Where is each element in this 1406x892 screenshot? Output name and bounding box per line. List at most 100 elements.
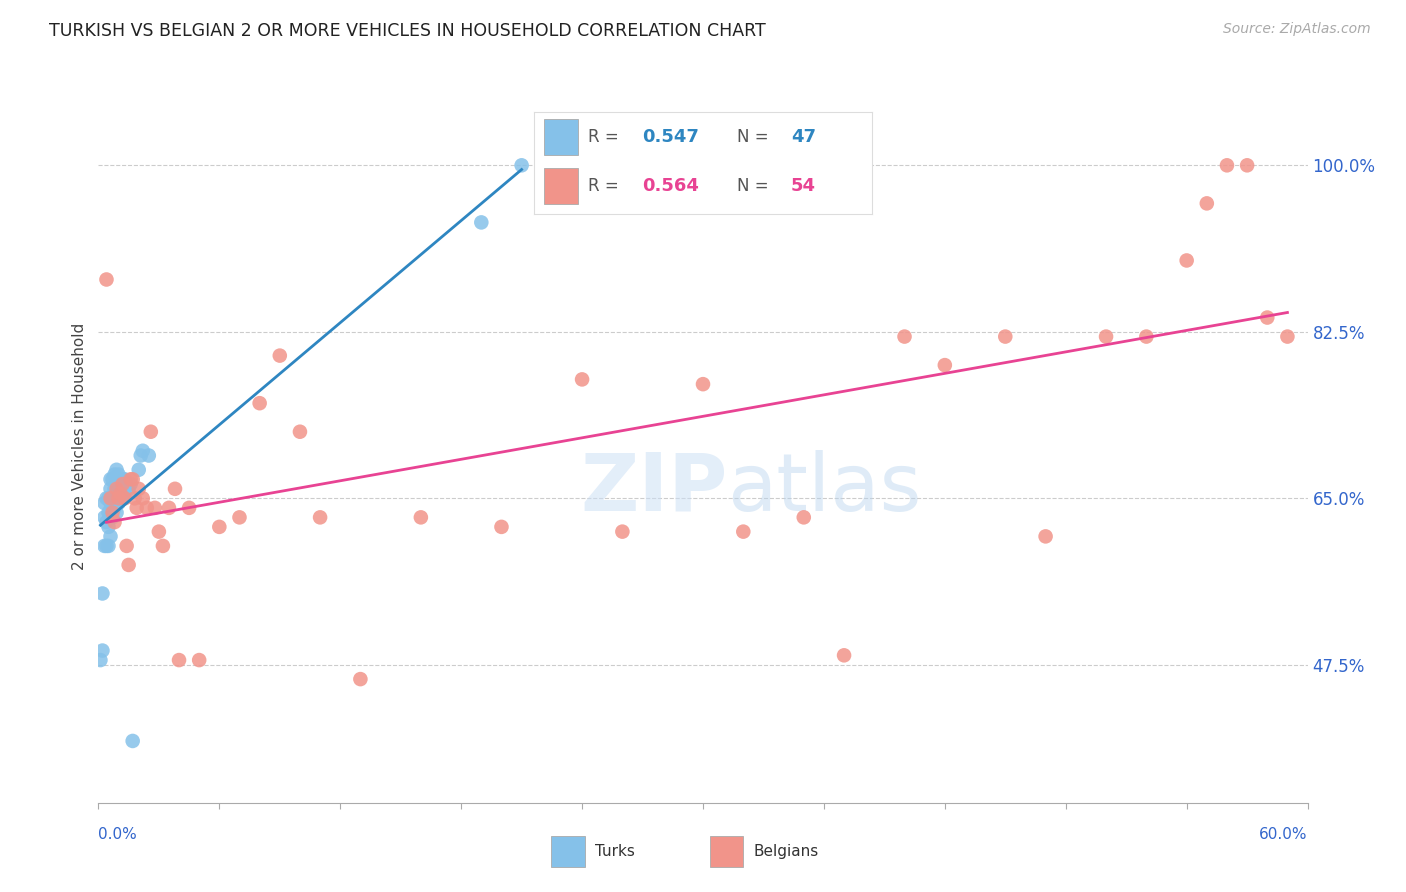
Point [188,653,211,667]
Point [409,510,432,524]
Point [1175,253,1198,268]
Point [107,496,129,510]
Point [157,500,180,515]
Point [1277,329,1299,343]
Point [309,510,332,524]
Point [793,510,815,524]
Point [101,472,124,486]
Point [832,648,855,663]
Point [612,524,634,539]
Text: 60.0%: 60.0% [1260,827,1308,841]
Point [103,515,125,529]
Text: Source: ZipAtlas.com: Source: ZipAtlas.com [1223,22,1371,37]
Point [934,358,956,372]
Point [97,539,120,553]
Point [510,158,533,172]
Point [93,496,115,510]
Point [124,491,146,506]
Point [115,539,138,553]
Point [103,500,125,515]
Point [97,506,120,520]
Text: 47: 47 [790,128,815,145]
Point [91,586,114,600]
Point [135,500,157,515]
Text: atlas: atlas [727,450,921,528]
Point [994,329,1017,343]
Point [138,449,160,463]
Point [571,372,593,386]
Point [692,377,714,392]
Text: Belgians: Belgians [754,845,818,859]
Point [121,734,143,748]
Point [100,491,122,506]
Point [100,510,122,524]
Point [167,653,190,667]
Point [97,491,120,506]
Text: 54: 54 [790,177,815,194]
Text: R =: R = [588,128,624,145]
Point [128,482,150,496]
Point [105,482,128,496]
Point [105,463,128,477]
Point [96,515,118,529]
Point [208,520,231,534]
Text: 0.564: 0.564 [643,177,699,194]
Point [249,396,271,410]
Point [96,491,118,506]
FancyBboxPatch shape [551,837,585,867]
Point [105,506,128,520]
Point [111,491,134,506]
Point [152,539,174,553]
Point [1135,329,1157,343]
Point [100,482,122,496]
Point [100,472,122,486]
Point [128,463,150,477]
Point [228,510,250,524]
Point [105,491,128,506]
Point [115,477,138,491]
Point [101,510,124,524]
Point [132,491,155,506]
Point [288,425,311,439]
Point [1256,310,1278,325]
Text: R =: R = [588,177,624,194]
Point [89,653,111,667]
Point [120,472,142,486]
Point [97,520,120,534]
Point [1195,196,1218,211]
Point [349,672,371,686]
Point [163,482,186,496]
Point [91,643,114,657]
Point [105,477,128,491]
Text: N =: N = [737,128,773,145]
Point [120,477,142,491]
Point [96,272,118,286]
Point [129,449,152,463]
Point [107,482,129,496]
Point [269,349,291,363]
Point [114,472,136,486]
Point [470,215,492,229]
Point [107,467,129,482]
Point [110,472,132,486]
Point [132,443,155,458]
Point [110,486,132,500]
Point [893,329,915,343]
Point [177,500,201,515]
Point [121,472,143,486]
Point [1216,158,1239,172]
Point [733,524,755,539]
Point [107,491,129,506]
Point [111,477,134,491]
Point [103,482,125,496]
Point [96,539,118,553]
Point [101,491,124,506]
Text: ZIP: ZIP [579,450,727,528]
FancyBboxPatch shape [544,168,578,204]
Point [100,496,122,510]
Text: TURKISH VS BELGIAN 2 OR MORE VEHICLES IN HOUSEHOLD CORRELATION CHART: TURKISH VS BELGIAN 2 OR MORE VEHICLES IN… [49,22,766,40]
Text: 0.0%: 0.0% [98,827,138,841]
Y-axis label: 2 or more Vehicles in Household: 2 or more Vehicles in Household [72,322,87,570]
Point [101,506,124,520]
Point [93,539,115,553]
